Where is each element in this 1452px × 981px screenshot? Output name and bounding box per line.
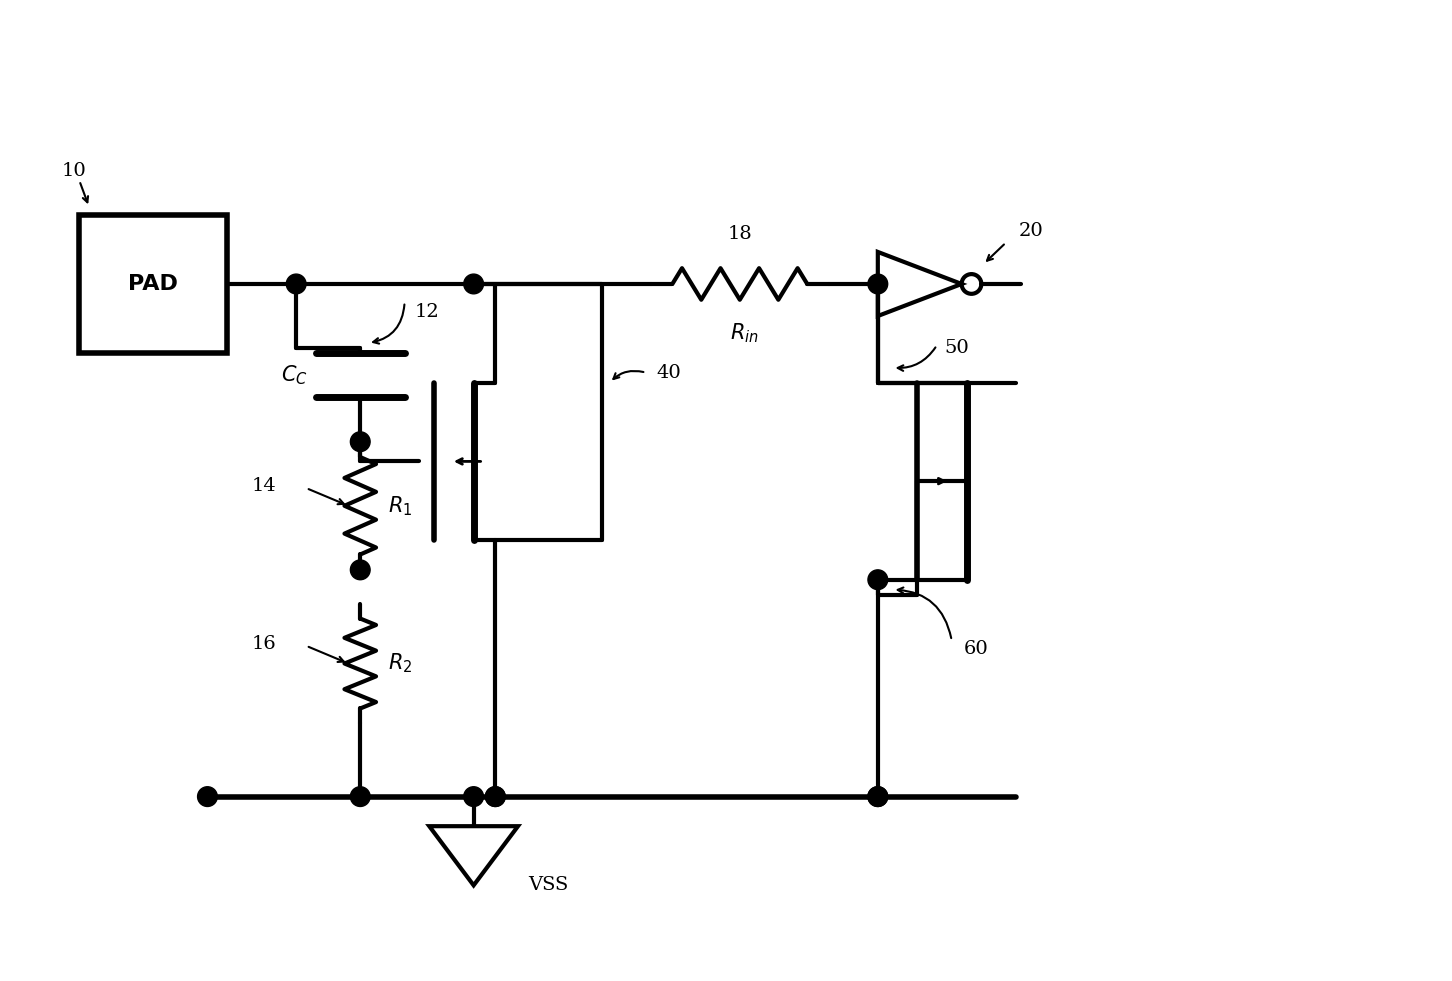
Circle shape <box>463 787 484 806</box>
Text: $R_2$: $R_2$ <box>388 651 412 675</box>
Circle shape <box>485 787 505 806</box>
Circle shape <box>485 787 505 806</box>
Text: $R_1$: $R_1$ <box>388 494 412 518</box>
Text: 12: 12 <box>414 302 439 321</box>
Circle shape <box>868 570 887 590</box>
Text: 60: 60 <box>964 640 989 657</box>
Text: $R_{in}$: $R_{in}$ <box>730 322 759 345</box>
Text: 16: 16 <box>251 635 276 652</box>
Circle shape <box>463 274 484 294</box>
Text: VSS: VSS <box>529 876 568 895</box>
Text: 20: 20 <box>1018 222 1043 239</box>
Circle shape <box>286 274 306 294</box>
Text: 18: 18 <box>727 225 752 242</box>
Text: 10: 10 <box>62 163 87 181</box>
Text: 40: 40 <box>656 364 681 382</box>
Text: $C_C$: $C_C$ <box>282 363 308 387</box>
Text: 14: 14 <box>251 477 276 495</box>
Circle shape <box>868 274 887 294</box>
Circle shape <box>350 787 370 806</box>
Text: PAD: PAD <box>128 274 179 294</box>
Circle shape <box>197 787 218 806</box>
Circle shape <box>868 787 887 806</box>
Text: 50: 50 <box>944 339 968 357</box>
Circle shape <box>868 787 887 806</box>
Circle shape <box>350 432 370 451</box>
Bar <box>80 215 227 353</box>
Circle shape <box>350 560 370 580</box>
